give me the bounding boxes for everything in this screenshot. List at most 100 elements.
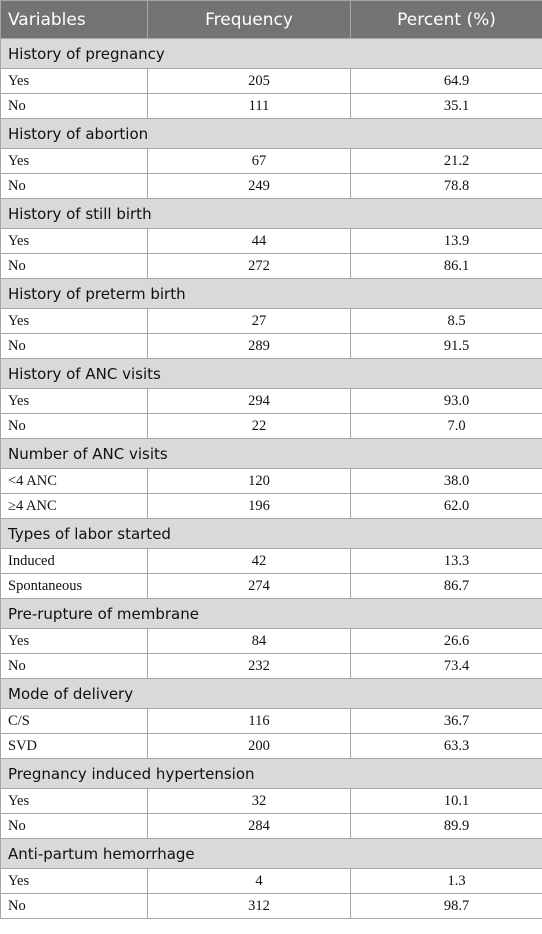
row-percent: 91.5 xyxy=(350,333,542,359)
section-row: Anti-partum hemorrhage xyxy=(0,838,542,869)
row-label: No xyxy=(0,333,148,359)
row-percent: 93.0 xyxy=(350,388,542,414)
table-row: C/S 116 36.7 xyxy=(0,708,542,734)
table-row: No 249 78.8 xyxy=(0,173,542,199)
row-frequency: 120 xyxy=(147,468,351,494)
row-frequency: 196 xyxy=(147,493,351,519)
table-row: No 289 91.5 xyxy=(0,333,542,359)
section-row: Types of labor started xyxy=(0,518,542,549)
row-label: No xyxy=(0,893,148,919)
row-label: Induced xyxy=(0,548,148,574)
row-percent: 62.0 xyxy=(350,493,542,519)
row-percent: 89.9 xyxy=(350,813,542,839)
row-percent: 64.9 xyxy=(350,68,542,94)
row-frequency: 27 xyxy=(147,308,351,334)
row-frequency: 272 xyxy=(147,253,351,279)
row-percent: 73.4 xyxy=(350,653,542,679)
row-frequency: 84 xyxy=(147,628,351,654)
table-row: <4 ANC 120 38.0 xyxy=(0,468,542,494)
table-row: No 232 73.4 xyxy=(0,653,542,679)
row-label: Yes xyxy=(0,68,148,94)
table-row: Spontaneous 274 86.7 xyxy=(0,573,542,599)
row-label: Yes xyxy=(0,228,148,254)
row-label: No xyxy=(0,413,148,439)
row-frequency: 116 xyxy=(147,708,351,734)
row-percent: 86.7 xyxy=(350,573,542,599)
row-percent: 21.2 xyxy=(350,148,542,174)
table-row: Yes 67 21.2 xyxy=(0,148,542,174)
table-header: Variables Frequency Percent (%) xyxy=(0,0,542,39)
table-row: Yes 294 93.0 xyxy=(0,388,542,414)
row-label: No xyxy=(0,253,148,279)
table-row: Induced 42 13.3 xyxy=(0,548,542,574)
section-title: Pregnancy induced hypertension xyxy=(0,758,542,789)
row-frequency: 312 xyxy=(147,893,351,919)
row-label: C/S xyxy=(0,708,148,734)
row-label: ≥4 ANC xyxy=(0,493,148,519)
row-label: No xyxy=(0,653,148,679)
row-frequency: 232 xyxy=(147,653,351,679)
table-row: Yes 205 64.9 xyxy=(0,68,542,94)
row-frequency: 200 xyxy=(147,733,351,759)
row-percent: 63.3 xyxy=(350,733,542,759)
header-variables: Variables xyxy=(0,0,148,39)
section-title: History of still birth xyxy=(0,198,542,229)
row-frequency: 284 xyxy=(147,813,351,839)
table-row: Yes 84 26.6 xyxy=(0,628,542,654)
row-percent: 1.3 xyxy=(350,868,542,894)
table-row: No 22 7.0 xyxy=(0,413,542,439)
row-percent: 13.3 xyxy=(350,548,542,574)
section-title: History of abortion xyxy=(0,118,542,149)
table-row: Yes 4 1.3 xyxy=(0,868,542,894)
section-row: History of pregnancy xyxy=(0,38,542,69)
section-title: Number of ANC visits xyxy=(0,438,542,469)
table-row: No 284 89.9 xyxy=(0,813,542,839)
row-frequency: 205 xyxy=(147,68,351,94)
section-row: History of abortion xyxy=(0,118,542,149)
table-row: No 111 35.1 xyxy=(0,93,542,119)
row-percent: 98.7 xyxy=(350,893,542,919)
row-label: No xyxy=(0,813,148,839)
row-label: No xyxy=(0,173,148,199)
row-percent: 13.9 xyxy=(350,228,542,254)
row-label: Yes xyxy=(0,788,148,814)
row-percent: 38.0 xyxy=(350,468,542,494)
row-label: <4 ANC xyxy=(0,468,148,494)
row-frequency: 22 xyxy=(147,413,351,439)
row-frequency: 249 xyxy=(147,173,351,199)
table-row: No 272 86.1 xyxy=(0,253,542,279)
section-title: Mode of delivery xyxy=(0,678,542,709)
section-row: Pre-rupture of membrane xyxy=(0,598,542,629)
row-label: Yes xyxy=(0,308,148,334)
table-row: ≥4 ANC 196 62.0 xyxy=(0,493,542,519)
section-title: Anti-partum hemorrhage xyxy=(0,838,542,869)
section-row: History of ANC visits xyxy=(0,358,542,389)
row-label: Yes xyxy=(0,868,148,894)
row-frequency: 67 xyxy=(147,148,351,174)
row-label: Yes xyxy=(0,148,148,174)
table-row: SVD 200 63.3 xyxy=(0,733,542,759)
header-row: Variables Frequency Percent (%) xyxy=(0,0,542,39)
row-label: No xyxy=(0,93,148,119)
row-percent: 36.7 xyxy=(350,708,542,734)
row-frequency: 44 xyxy=(147,228,351,254)
row-percent: 35.1 xyxy=(350,93,542,119)
section-row: History of preterm birth xyxy=(0,278,542,309)
section-row: History of still birth xyxy=(0,198,542,229)
row-frequency: 32 xyxy=(147,788,351,814)
row-percent: 7.0 xyxy=(350,413,542,439)
table-body: History of pregnancy Yes 205 64.9 No 111 35.1 H… xyxy=(0,38,542,919)
section-row: Number of ANC visits xyxy=(0,438,542,469)
header-percent: Percent (%) xyxy=(350,0,542,39)
section-title: History of pregnancy xyxy=(0,38,542,69)
row-label: Yes xyxy=(0,628,148,654)
table-row: Yes 32 10.1 xyxy=(0,788,542,814)
row-frequency: 274 xyxy=(147,573,351,599)
row-label: SVD xyxy=(0,733,148,759)
row-label: Yes xyxy=(0,388,148,414)
row-percent: 78.8 xyxy=(350,173,542,199)
table-row: Yes 44 13.9 xyxy=(0,228,542,254)
table-row: Yes 27 8.5 xyxy=(0,308,542,334)
table-row: No 312 98.7 xyxy=(0,893,542,919)
